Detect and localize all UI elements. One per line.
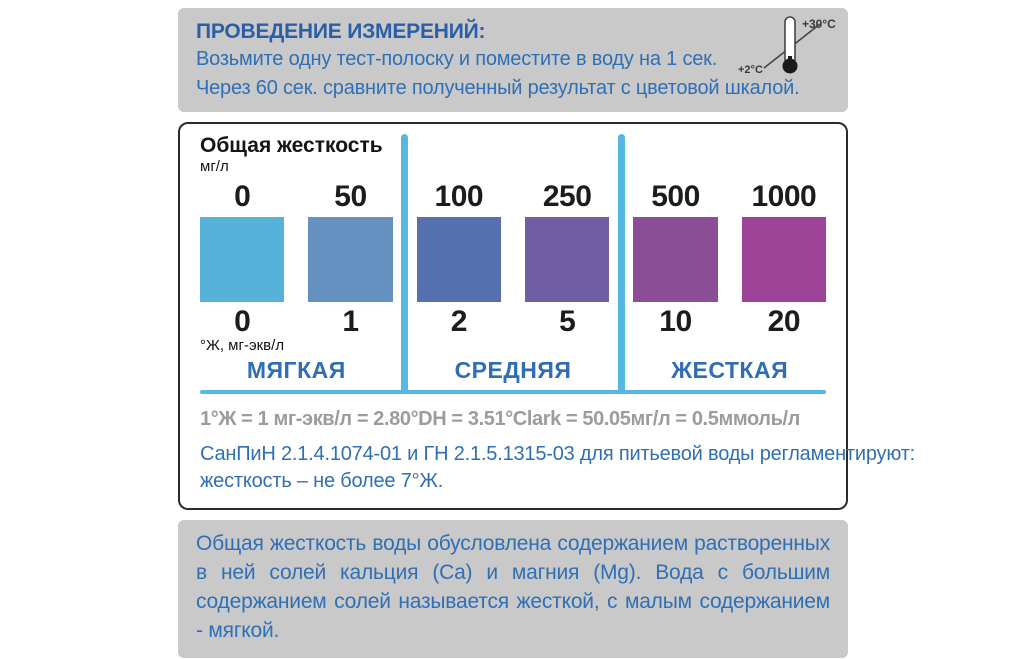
category-hard: ЖЕСТКАЯ: [671, 356, 789, 383]
category-medium: СРЕДНЯЯ: [454, 356, 572, 383]
thermometer-icon: +30°C +2°C: [738, 16, 836, 76]
swatch-column: 0 0: [200, 179, 285, 340]
swatch-column: 50 1: [308, 179, 393, 340]
regulation-note: СанПиН 2.1.4.1074-01 и ГН 2.1.5.1315-03 …: [200, 441, 916, 495]
mg-l-value: 250: [542, 180, 592, 214]
scale-unit-zh: °Ж, мг-экв/л: [200, 337, 285, 355]
scale-divider-2: [618, 134, 625, 394]
instructions-title: ПРОВЕДЕНИЕ ИЗМЕРЕНИЙ:: [196, 20, 486, 43]
scale-unit-mg-l: мг/л: [200, 158, 229, 176]
conversion-formula: 1°Ж = 1 мг-экв/л = 2.80°DH = 3.51°Clark …: [200, 408, 800, 431]
regulation-line-2: жесткость – не более 7°Ж.: [200, 470, 444, 493]
category-soft: МЯГКАЯ: [246, 356, 346, 383]
zh-value: 0: [234, 305, 251, 339]
swatch-column: 1000 20: [741, 179, 826, 340]
color-swatch: [741, 217, 826, 303]
instructions-step-2: Через 60 сек. сравните полученный резуль…: [196, 77, 800, 100]
regulation-line-1: СанПиН 2.1.4.1074-01 и ГН 2.1.5.1315-03 …: [200, 443, 916, 466]
zh-value: 20: [767, 305, 801, 339]
hardness-categories: МЯГКАЯ СРЕДНЯЯ ЖЕСТКАЯ: [200, 357, 826, 385]
instructions-panel: ПРОВЕДЕНИЕ ИЗМЕРЕНИЙ: Возьмите одну тест…: [178, 8, 848, 112]
mg-l-value: 0: [234, 180, 251, 214]
hardness-scale-card: Общая жесткость мг/л 0 0 50 1 100 2 250 …: [178, 122, 916, 510]
zh-value: 2: [450, 305, 468, 339]
thermometer-max-label: +30°C: [802, 17, 836, 31]
color-swatch: [416, 217, 501, 303]
description-text: Общая жесткость воды обусловлена содержа…: [196, 532, 830, 642]
zh-value: 1: [342, 305, 359, 339]
mg-l-value: 500: [651, 180, 700, 214]
color-swatch: [308, 217, 393, 303]
scale-title: Общая жесткость: [200, 134, 383, 157]
mg-l-value: 1000: [751, 180, 817, 214]
scale-divider-1: [401, 134, 408, 394]
instructions-step-1: Возьмите одну тест-полоску и поместите в…: [196, 48, 718, 71]
swatch-column: 100 2: [416, 179, 501, 340]
mg-l-value: 100: [434, 180, 484, 214]
mg-l-value: 50: [334, 180, 367, 214]
swatch-grid: 0 0 50 1 100 2 250 5 500 10 1000 20: [200, 179, 826, 340]
scale-baseline: [200, 390, 826, 395]
description-panel: Общая жесткость воды обусловлена содержа…: [178, 520, 848, 658]
swatch-column: 500 10: [633, 179, 718, 340]
thermometer-min-label: +2°C: [738, 64, 763, 76]
color-swatch: [633, 217, 718, 303]
zh-value: 10: [659, 305, 692, 339]
zh-value: 5: [559, 305, 576, 339]
color-swatch: [525, 217, 610, 303]
swatch-column: 250 5: [525, 179, 610, 340]
color-swatch: [200, 217, 285, 303]
